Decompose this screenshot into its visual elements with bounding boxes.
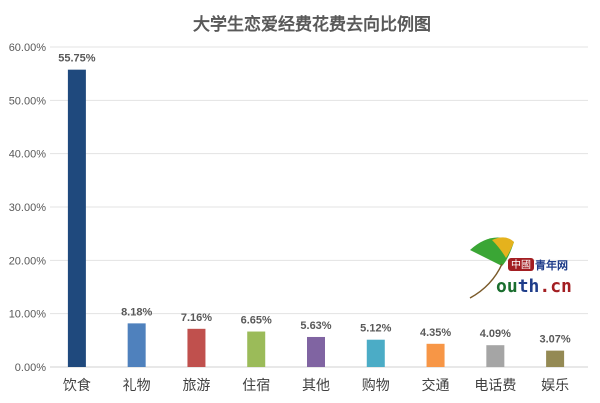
y-tick-label: 20.00% bbox=[9, 255, 47, 267]
data-label: 6.65% bbox=[241, 315, 272, 327]
bar-1 bbox=[127, 323, 146, 367]
y-tick-label: 50.00% bbox=[9, 95, 47, 107]
data-label: 8.18% bbox=[121, 306, 152, 318]
x-tick-label: 饮食 bbox=[63, 377, 91, 394]
bar-4 bbox=[307, 336, 325, 367]
data-label: 55.75% bbox=[58, 53, 96, 65]
x-tick-label: 交通 bbox=[422, 377, 450, 394]
gridlines bbox=[50, 46, 588, 368]
data-label: 4.09% bbox=[480, 328, 511, 340]
y-tick-label: 60.00% bbox=[9, 42, 47, 54]
svg-text:outh.cn: outh.cn bbox=[496, 276, 572, 297]
bar-2 bbox=[187, 328, 206, 367]
y-tick-label: 0.00% bbox=[15, 362, 46, 374]
x-tick-label: 旅游 bbox=[182, 378, 210, 394]
bars bbox=[67, 69, 565, 368]
data-label: 7.16% bbox=[181, 312, 212, 324]
y-tick-label: 40.00% bbox=[9, 149, 47, 161]
bar-3 bbox=[247, 331, 266, 367]
svg-text:中國: 中國 bbox=[511, 258, 531, 271]
x-axis-ticks: 饮食 礼物 旅游 住宿 其他 购物 交通 电话费 娱乐 bbox=[63, 377, 569, 394]
bar-5 bbox=[366, 339, 385, 367]
bar-7 bbox=[486, 345, 505, 367]
youth-cn-logo: 中國 青年网 outh.cn bbox=[469, 237, 572, 299]
data-labels: 55.75% 8.18% 7.16% 6.65% 5.63% 5.12% 4.35% 4.09… bbox=[58, 53, 571, 346]
x-tick-label: 电话费 bbox=[474, 378, 516, 394]
data-label: 4.35% bbox=[420, 327, 451, 339]
data-label: 5.63% bbox=[300, 320, 331, 332]
bar-6 bbox=[426, 343, 445, 367]
svg-text:青年网: 青年网 bbox=[535, 258, 568, 272]
x-tick-label: 礼物 bbox=[123, 378, 151, 394]
bar-0 bbox=[67, 69, 86, 368]
x-tick-label: 其他 bbox=[302, 378, 330, 394]
y-tick-label: 10.00% bbox=[9, 309, 47, 321]
data-label: 5.12% bbox=[360, 323, 391, 335]
bar-8 bbox=[546, 350, 565, 367]
x-tick-label: 购物 bbox=[362, 378, 390, 394]
y-tick-label: 30.00% bbox=[9, 202, 47, 214]
x-tick-label: 住宿 bbox=[242, 377, 270, 394]
y-axis-ticks: 0.00% 10.00% 20.00% 30.00% 40.00% 50.00% 60.00… bbox=[9, 42, 47, 374]
chart-title: 大学生恋爱经费花费去向比例图 bbox=[193, 14, 431, 35]
data-label: 3.07% bbox=[540, 334, 571, 346]
x-tick-label: 娱乐 bbox=[541, 378, 569, 394]
